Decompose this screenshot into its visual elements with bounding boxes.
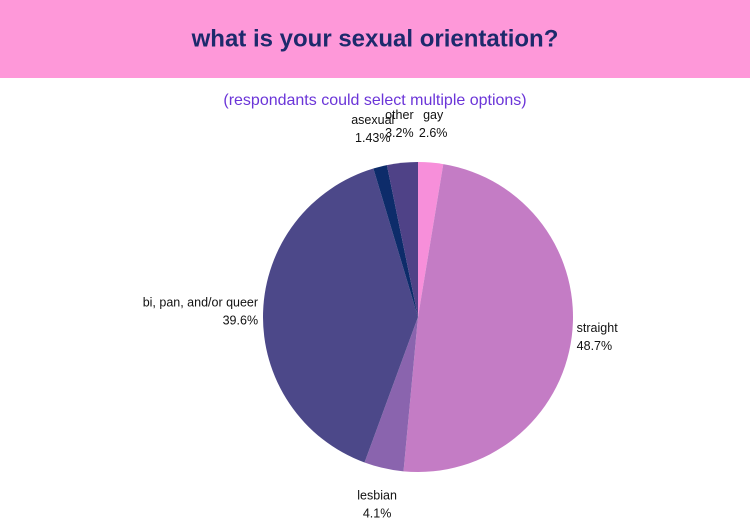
chart-title: what is your sexual orientation? [191, 25, 559, 52]
pie-slice [386, 162, 418, 317]
slice-value-label: 4.1% [363, 507, 392, 519]
slice-label: bi, pan, and/or queer [143, 295, 258, 309]
slice-label: asexual [351, 113, 394, 127]
pie-slice [403, 164, 573, 473]
slice-value-label: 39.6% [223, 313, 258, 327]
pie-slice [364, 317, 418, 472]
chart-subtitle: (respondants could select multiple optio… [223, 92, 526, 109]
slice-value-label: 1.43% [355, 131, 390, 145]
slice-label: straight [577, 321, 619, 335]
slice-value-label: 48.7% [577, 339, 612, 353]
slice-label: gay [423, 108, 444, 122]
pie-slice [373, 165, 418, 317]
header-band [0, 0, 750, 78]
pie-slice [263, 168, 418, 463]
slice-label: lesbian [357, 489, 397, 503]
pie-slice [418, 162, 444, 317]
slice-value-label: 2.6% [419, 126, 448, 140]
slice-label: other [385, 108, 414, 122]
slice-value-label: 3.2% [385, 126, 414, 140]
